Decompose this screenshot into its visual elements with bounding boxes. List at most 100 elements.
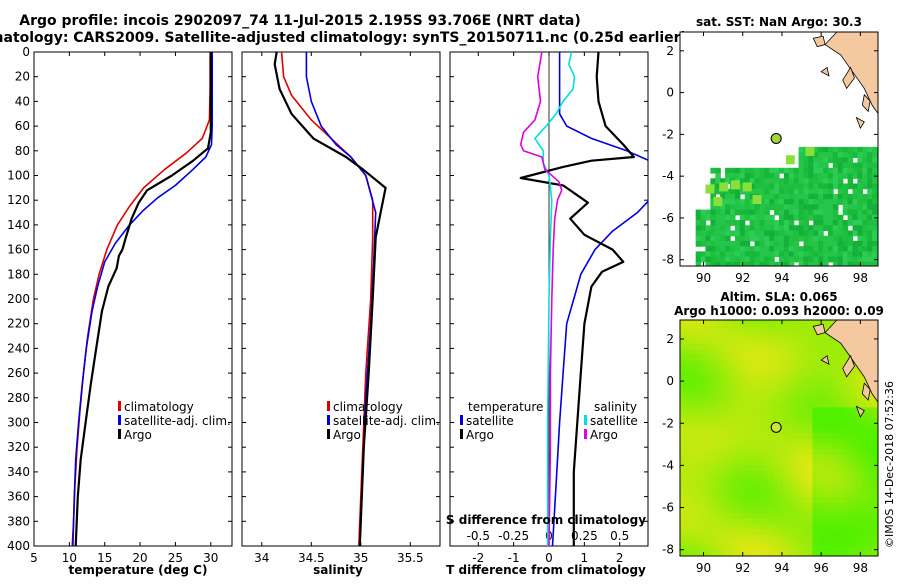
sla-cell — [778, 386, 784, 393]
sla-cell — [763, 518, 770, 525]
sst-cell — [798, 173, 805, 179]
sla-cell — [714, 460, 721, 467]
sla-cell — [787, 328, 794, 335]
sla-cell — [758, 460, 765, 467]
sla-cell — [846, 491, 853, 498]
sla-cell — [861, 375, 868, 382]
sst-cell — [867, 214, 873, 221]
sla-cell — [812, 549, 819, 556]
sla-cell — [738, 512, 745, 519]
sst-cell — [764, 230, 770, 237]
sst-cell — [828, 152, 834, 158]
sla-cell — [802, 433, 809, 440]
sla-cell — [787, 518, 794, 525]
sst-cell — [779, 246, 785, 252]
sla-cell — [866, 423, 872, 430]
sst-cell — [705, 240, 712, 247]
sla-cell — [871, 407, 877, 414]
sla-cell — [778, 381, 784, 388]
sst-cell — [739, 199, 746, 205]
sla-cell — [802, 412, 809, 419]
sst-cell — [754, 167, 761, 174]
sla-cell — [851, 370, 858, 377]
sst-cell — [754, 188, 761, 195]
sst-cell — [837, 261, 844, 266]
sst-cell — [842, 261, 849, 266]
sla-cell — [689, 381, 696, 388]
sla-cell — [738, 396, 745, 403]
sla-cell — [743, 439, 750, 446]
sst-cell — [847, 199, 854, 205]
sla-cell — [773, 470, 779, 477]
sst-cell — [715, 188, 721, 195]
sla-cell — [792, 433, 799, 440]
sst-cell — [857, 162, 863, 169]
sla-cell — [763, 512, 770, 519]
sst-cell — [715, 204, 721, 211]
sla-cell — [694, 502, 701, 509]
sla-cell — [836, 396, 843, 403]
sla-cell — [719, 396, 725, 403]
sla-cell — [846, 481, 853, 488]
sst-cell — [837, 193, 844, 200]
sst-cell — [862, 162, 868, 169]
sst-cell — [842, 162, 849, 169]
sla-cell — [817, 360, 823, 367]
sla-cell — [802, 475, 809, 482]
sla-cell — [738, 323, 745, 330]
legend-heading-salinity: salinity — [594, 400, 637, 414]
sla-cell — [743, 554, 750, 556]
sla-cell — [680, 544, 686, 551]
map-y-tick-label: -4 — [662, 169, 674, 183]
sla-cell — [846, 497, 853, 504]
sla-cell — [846, 439, 853, 446]
sla-cell — [733, 523, 740, 530]
sst-cell — [734, 256, 741, 263]
sla-cell — [787, 491, 794, 498]
sla-cell — [699, 497, 706, 504]
sla-cell — [822, 333, 828, 340]
sla-cell — [797, 449, 804, 456]
sla-cell — [733, 320, 740, 324]
sla-cell — [724, 423, 730, 430]
sst-cell — [867, 235, 873, 242]
sla-cell — [763, 412, 770, 419]
sla-cell — [856, 381, 863, 388]
sst-cell — [710, 235, 716, 242]
sla-cell — [709, 444, 716, 451]
sst-cell — [862, 167, 868, 174]
sst-cell — [725, 178, 731, 185]
sla-cell — [719, 475, 725, 482]
sla-cell — [694, 365, 701, 372]
sla-cell — [846, 454, 853, 461]
sla-cell — [743, 320, 750, 324]
sla-cell — [817, 402, 823, 409]
sla-cell — [694, 512, 701, 519]
sla-cell — [802, 449, 809, 456]
sla-cell — [763, 507, 770, 514]
sla-cell — [684, 320, 691, 324]
sla-cell — [733, 528, 740, 535]
sst-cell — [793, 183, 800, 190]
sla-cell — [689, 481, 696, 488]
sla-cell — [684, 375, 691, 382]
sla-cell — [768, 349, 774, 356]
sla-cell — [831, 544, 838, 551]
y-tick-label: 220 — [7, 317, 30, 331]
sla-cell — [738, 360, 745, 367]
sla-cell — [866, 486, 872, 493]
sla-cell — [836, 507, 843, 514]
sst-cell — [754, 178, 761, 185]
sla-cell — [782, 354, 789, 361]
sst-cell — [867, 188, 873, 195]
sla-cell — [871, 423, 877, 430]
sla-cell — [782, 375, 789, 382]
sla-cell — [724, 354, 730, 361]
sla-cell — [817, 497, 823, 504]
sla-cell — [797, 320, 804, 324]
sla-cell — [709, 375, 716, 382]
sla-cell — [694, 417, 701, 425]
sla-cell — [827, 491, 833, 498]
